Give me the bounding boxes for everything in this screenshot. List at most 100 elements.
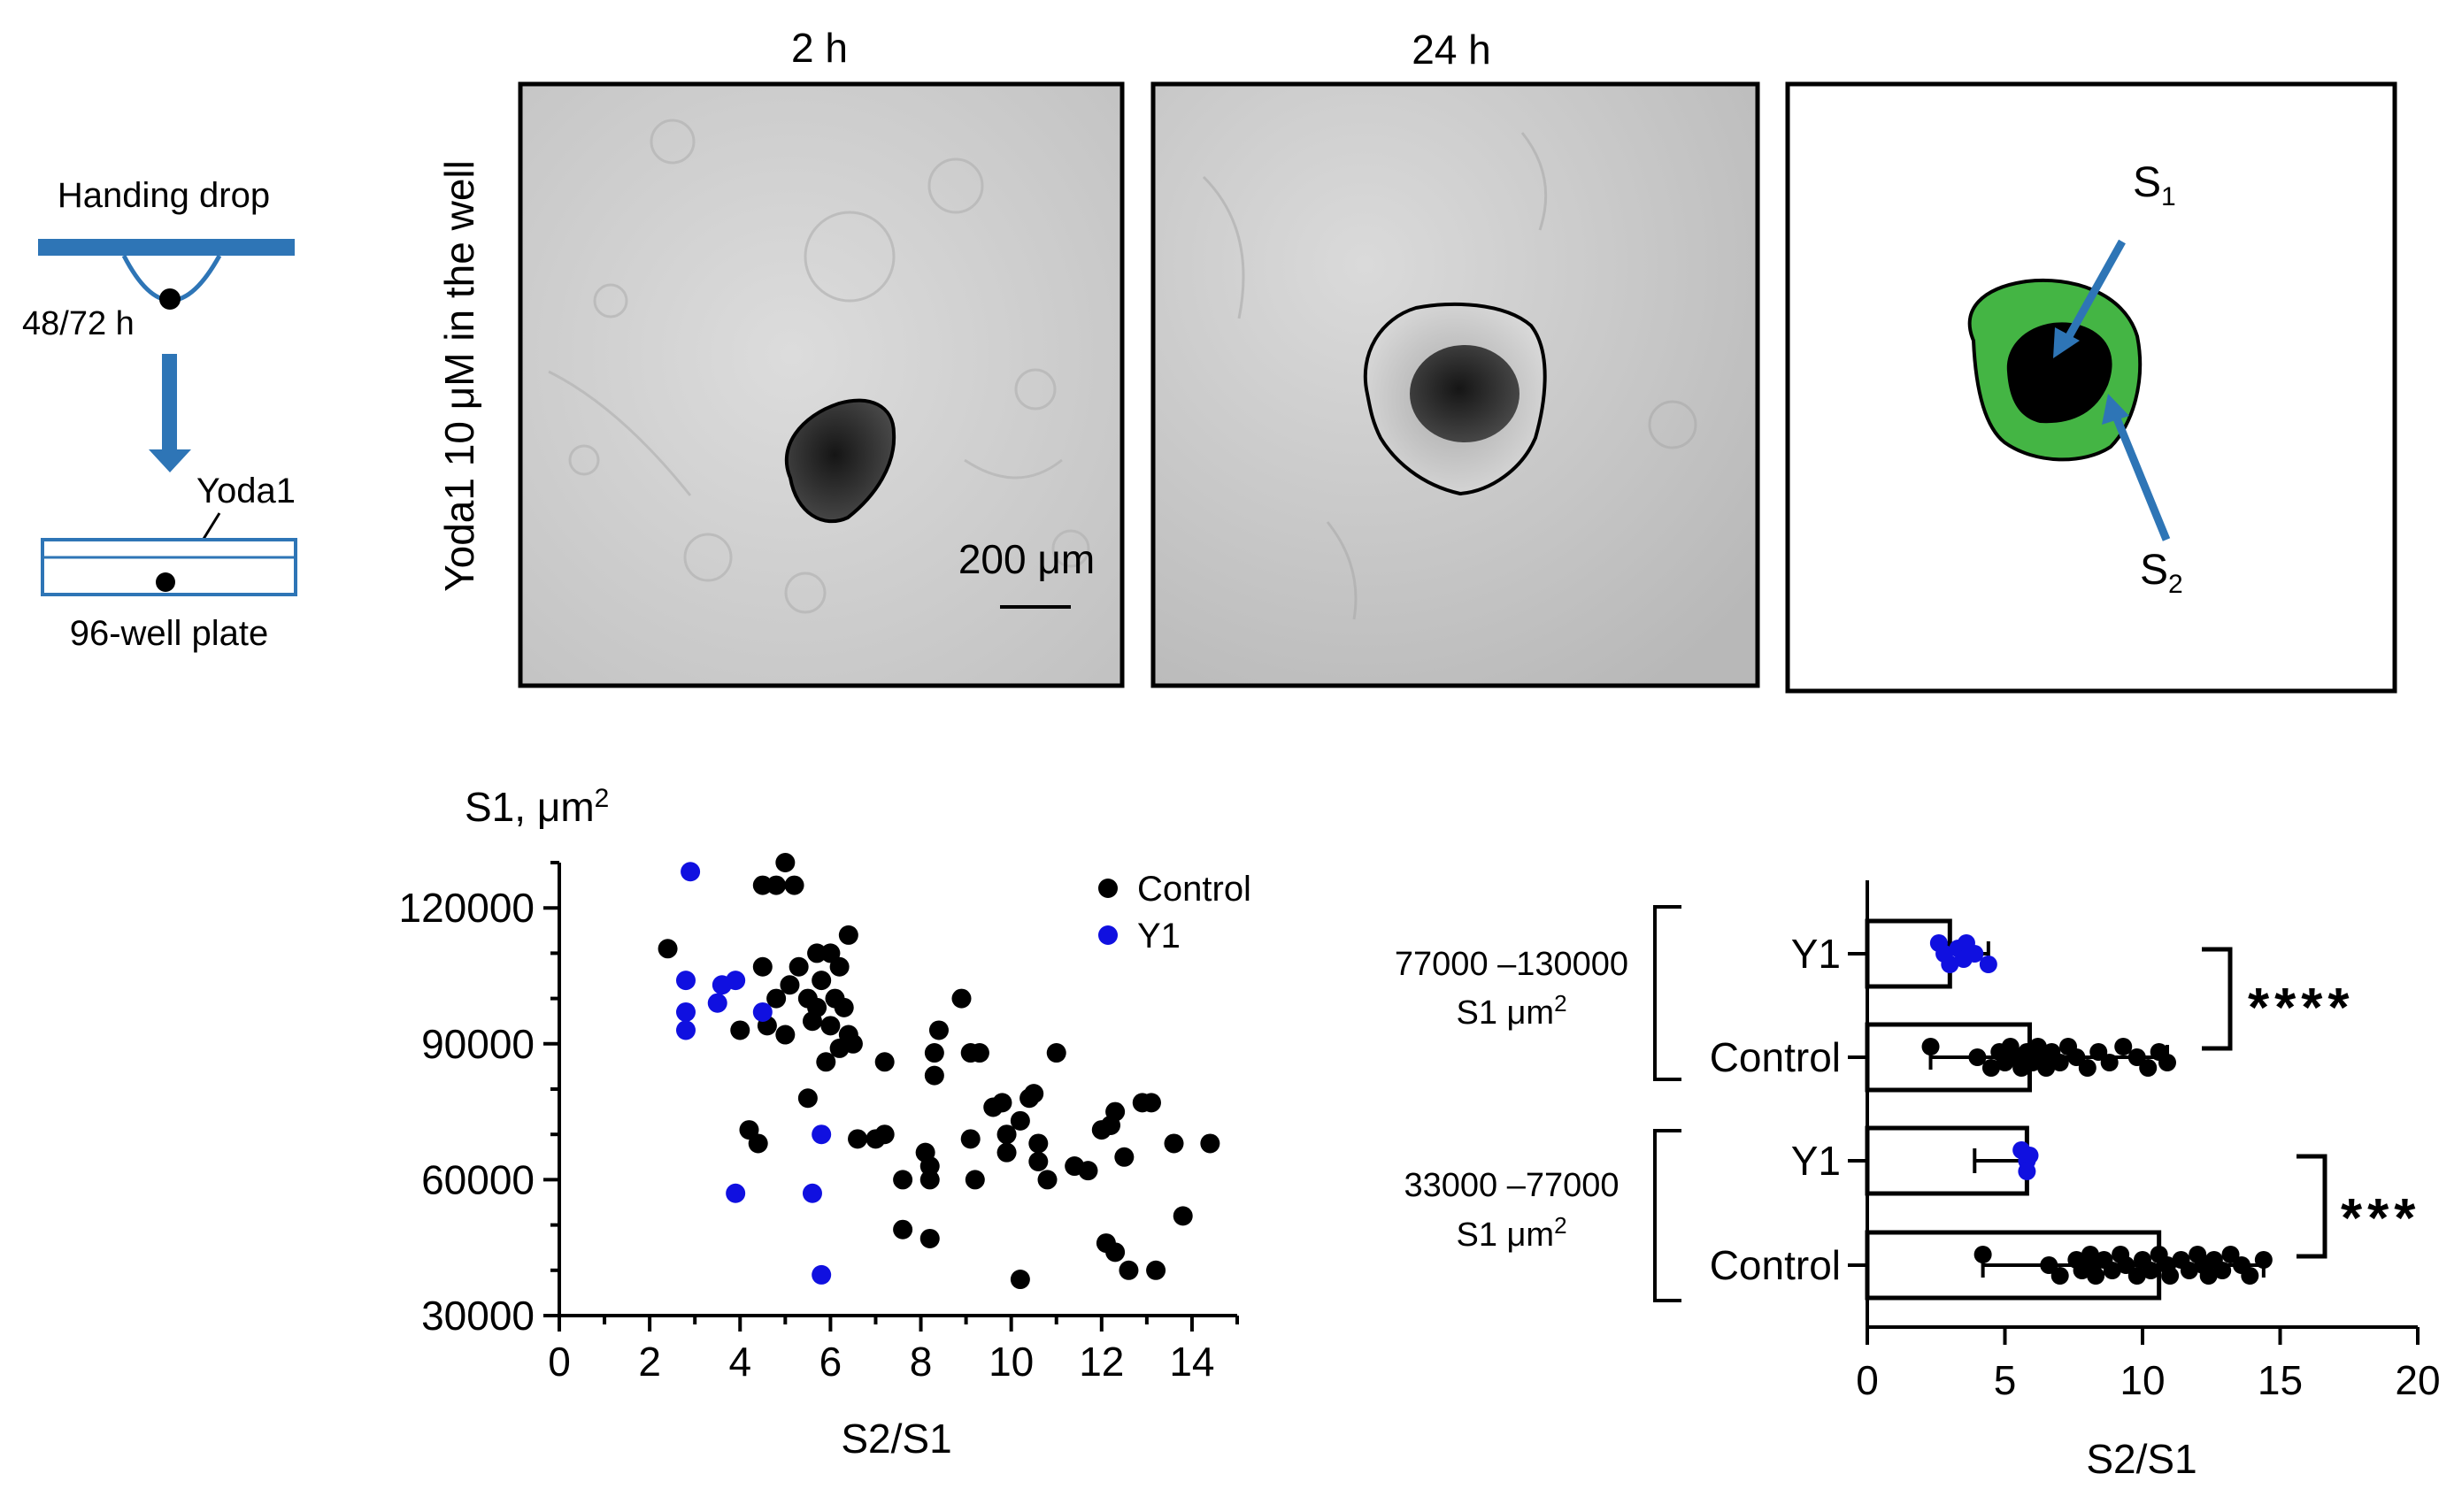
y1-point bbox=[2020, 1147, 2039, 1164]
control-point bbox=[1164, 1133, 1184, 1154]
scatter-y-axis-title: S1, μm2 bbox=[465, 784, 609, 830]
group1-bracket bbox=[1653, 905, 1681, 1081]
bar-x-tick-label: 0 bbox=[1856, 1357, 1879, 1403]
protocol-schematic: Handing drop 48/72 h Yoda1 96-well plate bbox=[22, 176, 297, 653]
y1-point bbox=[726, 971, 746, 991]
yoda1-label: Yoda1 bbox=[196, 472, 296, 510]
control-point bbox=[1010, 1110, 1030, 1131]
control-point bbox=[2127, 1267, 2146, 1285]
y1-point bbox=[752, 1002, 773, 1022]
well-plate-label: 96-well plate bbox=[70, 614, 269, 653]
bar-category-label: Control bbox=[1710, 1242, 1841, 1288]
control-point bbox=[965, 1170, 985, 1190]
control-point bbox=[1973, 1246, 1992, 1263]
control-point bbox=[752, 875, 773, 895]
transfer-arrow-shaft bbox=[162, 354, 177, 451]
scatter-chart: S1, μm2 0 2 4 6 8 10 12 14 30000 60000 90000 120000… bbox=[399, 784, 1251, 1462]
significance-bracket-1 bbox=[2202, 947, 2233, 1051]
control-point bbox=[992, 1093, 1012, 1113]
y1-point bbox=[812, 1124, 832, 1145]
control-point bbox=[919, 1156, 940, 1177]
scatter-y-tick-label: 120000 bbox=[399, 885, 535, 931]
control-point bbox=[2089, 1043, 2108, 1061]
control-point bbox=[2213, 1262, 2232, 1279]
control-point bbox=[874, 1052, 895, 1072]
micrograph-2h: 200 μm bbox=[518, 81, 1125, 688]
drop-plate-bar bbox=[38, 239, 295, 256]
panel-2h-title: 2 h bbox=[791, 25, 848, 71]
s2-arrow-icon bbox=[2111, 412, 2171, 541]
control-point bbox=[848, 1129, 868, 1149]
scale-bar-label: 200 μm bbox=[958, 536, 1095, 582]
scatter-y-tick-label: 60000 bbox=[421, 1156, 535, 1202]
control-point bbox=[752, 956, 773, 977]
control-point bbox=[797, 1088, 818, 1109]
scatter-x-tick-label: 10 bbox=[989, 1339, 1034, 1385]
control-point bbox=[1037, 1170, 1058, 1190]
control-point bbox=[996, 1142, 1017, 1163]
legend-y1-label: Y1 bbox=[1137, 917, 1181, 956]
control-point bbox=[2087, 1267, 2105, 1285]
s1-region bbox=[2006, 322, 2112, 424]
control-point bbox=[2117, 1256, 2135, 1274]
scatter-x-tick-label: 8 bbox=[910, 1339, 933, 1385]
control-point bbox=[748, 1133, 768, 1154]
control-point bbox=[766, 988, 787, 1009]
legend-control-label: Control bbox=[1137, 870, 1251, 909]
scatter-x-tick-label: 12 bbox=[1079, 1339, 1124, 1385]
control-point bbox=[2127, 1048, 2146, 1066]
control-point bbox=[1114, 1147, 1135, 1167]
scatter-x-tick-label: 14 bbox=[1169, 1339, 1214, 1385]
control-point bbox=[1141, 1093, 1161, 1113]
control-point bbox=[2078, 1059, 2097, 1077]
y1-point bbox=[675, 971, 696, 991]
control-point bbox=[834, 997, 854, 1017]
bar-category-label: Y1 bbox=[1791, 931, 1841, 977]
y1-point bbox=[812, 1264, 832, 1285]
scatter-y-tick-label: 30000 bbox=[421, 1293, 535, 1339]
micrograph-24h bbox=[1150, 81, 1760, 688]
incubation-time-label: 48/72 h bbox=[22, 305, 135, 342]
bar-x-tick-label: 15 bbox=[2258, 1357, 2303, 1403]
control-point bbox=[951, 988, 972, 1009]
control-point bbox=[775, 1025, 796, 1045]
control-point bbox=[928, 1020, 949, 1040]
legend-control-marker bbox=[1098, 879, 1118, 898]
control-point bbox=[1046, 1043, 1066, 1063]
spheroid-dot-icon bbox=[159, 288, 181, 310]
control-point bbox=[2142, 1262, 2160, 1279]
group2-bracket bbox=[1653, 1129, 1681, 1302]
panel-24h-title: 24 h bbox=[1412, 27, 1491, 73]
scatter-x-tick-label: 0 bbox=[548, 1339, 571, 1385]
scatter-x-tick-label: 6 bbox=[819, 1339, 842, 1385]
control-point bbox=[2100, 1054, 2119, 1071]
group2-range-label: 33000 –77000 bbox=[1404, 1167, 1619, 1204]
control-point bbox=[893, 1219, 913, 1240]
legend-y1-marker bbox=[1098, 925, 1118, 945]
control-point bbox=[807, 943, 827, 963]
control-point bbox=[2241, 1267, 2259, 1285]
control-point bbox=[2050, 1267, 2069, 1285]
s1-arrow-icon bbox=[2065, 239, 2126, 341]
hanging-drop-label: Handing drop bbox=[58, 176, 270, 215]
s2-label: S2 bbox=[2140, 547, 2183, 599]
control-point bbox=[2199, 1267, 2218, 1285]
bar-category-label: Y1 bbox=[1791, 1138, 1841, 1184]
control-point bbox=[812, 971, 832, 991]
control-point bbox=[1981, 1059, 2000, 1077]
y1-point bbox=[675, 1020, 696, 1040]
bar-x-tick-label: 20 bbox=[2395, 1357, 2440, 1403]
control-point bbox=[2139, 1059, 2158, 1077]
control-point bbox=[2037, 1059, 2056, 1077]
y1-point bbox=[681, 862, 701, 882]
group1-range-label: 77000 –130000 bbox=[1395, 946, 1628, 983]
y1-point bbox=[707, 993, 727, 1013]
control-point bbox=[866, 1129, 886, 1149]
segmentation-panel: S1 S2 bbox=[1785, 81, 2397, 694]
control-point bbox=[1078, 1161, 1098, 1181]
control-point bbox=[1200, 1133, 1220, 1154]
control-point bbox=[2161, 1267, 2180, 1285]
scatter-x-tick-label: 2 bbox=[638, 1339, 661, 1385]
control-point bbox=[2050, 1054, 2069, 1071]
y1-point bbox=[1979, 956, 1997, 973]
